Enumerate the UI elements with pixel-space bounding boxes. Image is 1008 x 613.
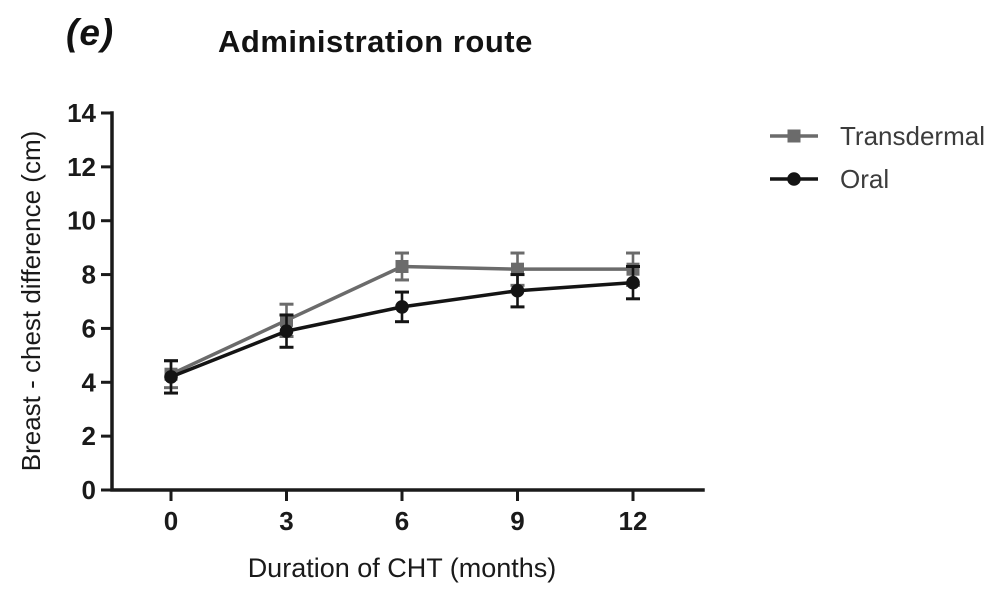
panel-letter-label: (e) xyxy=(66,12,115,53)
y-tick-label: 10 xyxy=(67,206,96,236)
y-tick-label: 2 xyxy=(82,421,96,451)
data-point-circle xyxy=(279,324,294,338)
x-axis-title: Duration of CHT (months) xyxy=(248,553,557,583)
series-oral xyxy=(164,264,640,395)
data-point-square xyxy=(511,262,524,276)
legend-item-oral: Oral xyxy=(770,164,889,194)
x-tick-label: 9 xyxy=(510,506,524,536)
y-tick-label: 6 xyxy=(82,313,96,343)
legend-label-transdermal: Transdermal xyxy=(840,121,985,151)
data-point-circle xyxy=(164,370,178,384)
y-axis-title: Breast - chest difference (cm) xyxy=(16,131,46,472)
data-point-circle xyxy=(510,283,525,298)
y-tick-label: 4 xyxy=(82,367,97,397)
data-point-square xyxy=(395,259,409,273)
legend: Transdermal Oral xyxy=(770,121,985,194)
x-tick-label: 3 xyxy=(279,506,293,536)
legend-label-oral: Oral xyxy=(840,164,889,194)
data-point-circle xyxy=(395,300,409,314)
y-tick-label: 14 xyxy=(67,98,96,128)
y-tick-label: 8 xyxy=(82,260,96,290)
x-tick-label: 6 xyxy=(395,506,409,536)
data-point-circle xyxy=(626,275,640,290)
chart-title: Administration route xyxy=(218,24,533,59)
legend-item-transdermal: Transdermal xyxy=(770,121,985,151)
y-tick-label: 12 xyxy=(67,152,96,182)
legend-marker-square-icon xyxy=(787,129,801,143)
y-tick-label: 0 xyxy=(82,475,96,505)
legend-marker-circle-icon xyxy=(787,172,801,186)
x-tick-label: 0 xyxy=(164,506,178,536)
x-tick-label: 12 xyxy=(619,506,648,536)
axis-spine xyxy=(110,111,705,492)
plot-area: 0 2 4 6 8 10 12 14 0 3 6 9 12 xyxy=(67,98,705,536)
